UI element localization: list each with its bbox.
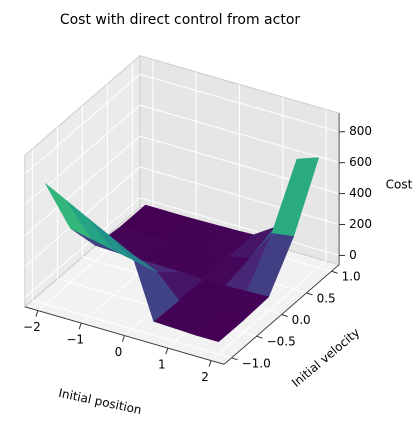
surface-patch (196, 313, 245, 343)
surface-patch (110, 236, 158, 273)
y-tick (306, 292, 313, 296)
y-tick (331, 270, 338, 274)
x-tick-label: 0 (115, 345, 123, 359)
chart-title: Cost with direct control from actor (60, 12, 301, 28)
y-tick (281, 314, 288, 317)
z-axis-label: Cost (386, 178, 413, 192)
x-tick (122, 335, 125, 342)
z-tick-label: 400 (349, 186, 372, 200)
z-tick-label: 800 (349, 124, 372, 138)
y-tick-label: −1.0 (242, 356, 271, 370)
y-tick-label: 0.0 (292, 313, 311, 327)
x-tick (35, 310, 39, 317)
axis-line (24, 306, 225, 365)
x-axis-label: Initial position (57, 386, 143, 417)
y-tick (256, 335, 263, 339)
x-tick-label: 2 (201, 370, 209, 384)
axis-line (223, 264, 340, 365)
x-tick (208, 360, 212, 367)
y-tick-label: 0.5 (317, 291, 336, 305)
z-grid-line (24, 135, 141, 237)
z-grid-line (24, 73, 141, 175)
z-grid-line (139, 166, 340, 226)
y-tick (231, 357, 238, 361)
y-tick-label: 1.0 (342, 270, 361, 284)
z-grid-line (24, 104, 141, 206)
y-grid-line (32, 299, 232, 359)
x-tick-label: −1 (66, 333, 84, 347)
z-grid-line (24, 197, 141, 298)
y-axis-label: Initial velocity (289, 325, 362, 390)
x-tick (78, 322, 82, 330)
z-tick-label: 600 (349, 155, 372, 169)
x-tick-label: −2 (23, 320, 41, 334)
y-tick-label: −0.5 (267, 335, 296, 349)
z-grid-line (139, 104, 340, 164)
z-tick-label: 200 (349, 217, 372, 231)
z-grid-line (139, 73, 340, 133)
x-tick-label: 1 (158, 358, 166, 372)
x-tick (165, 347, 169, 355)
z-grid-line (139, 197, 340, 256)
z-tick-label: 0 (349, 248, 357, 262)
